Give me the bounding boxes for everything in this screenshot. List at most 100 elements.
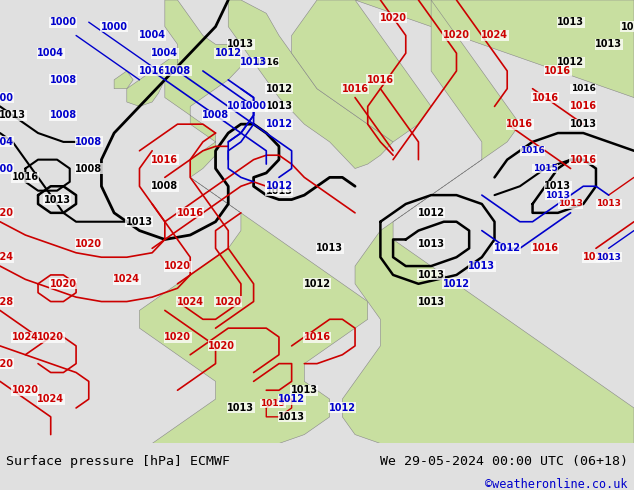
Text: 1012: 1012 <box>443 279 470 289</box>
Text: 1004: 1004 <box>139 30 165 41</box>
Text: 1012: 1012 <box>266 181 292 191</box>
Text: 1020: 1020 <box>12 385 39 395</box>
Text: 1028: 1028 <box>0 296 13 307</box>
Text: 1012: 1012 <box>266 84 292 94</box>
Text: 1020: 1020 <box>164 332 191 342</box>
Text: 1020: 1020 <box>583 252 609 262</box>
Text: 1013: 1013 <box>418 296 444 307</box>
Text: 1020: 1020 <box>37 332 64 342</box>
Text: 1012: 1012 <box>329 403 356 413</box>
Text: 1016: 1016 <box>545 66 571 76</box>
Text: 1015: 1015 <box>533 164 558 173</box>
Text: 1012: 1012 <box>557 57 584 67</box>
Text: 1000: 1000 <box>0 93 13 102</box>
Text: 1013: 1013 <box>621 22 634 32</box>
Text: 1020: 1020 <box>75 239 102 249</box>
Polygon shape <box>228 0 393 169</box>
Text: 1000: 1000 <box>101 22 127 32</box>
Text: 1012: 1012 <box>278 394 305 404</box>
Polygon shape <box>355 0 634 98</box>
Text: 1013: 1013 <box>595 39 622 49</box>
Text: 1016: 1016 <box>520 147 545 155</box>
Text: 1013: 1013 <box>266 186 292 196</box>
Text: 1012: 1012 <box>304 279 330 289</box>
Text: 1004: 1004 <box>152 48 178 58</box>
Text: 1004: 1004 <box>37 48 64 58</box>
Text: 1013: 1013 <box>228 403 254 413</box>
Text: 1008: 1008 <box>75 137 102 147</box>
Polygon shape <box>139 0 368 443</box>
Text: 1020: 1020 <box>380 13 406 23</box>
Text: 1020: 1020 <box>443 30 470 41</box>
Text: 1024: 1024 <box>177 296 204 307</box>
Text: 1016: 1016 <box>570 101 597 111</box>
Text: 1013: 1013 <box>469 261 495 271</box>
Text: 1012: 1012 <box>494 244 521 253</box>
Text: 1013: 1013 <box>418 239 444 249</box>
Polygon shape <box>127 53 178 106</box>
Text: 1000: 1000 <box>50 17 77 27</box>
Text: 1016: 1016 <box>532 93 559 102</box>
Text: 1013: 1013 <box>596 199 621 208</box>
Text: 1024: 1024 <box>113 274 140 284</box>
Text: 1013: 1013 <box>44 195 70 204</box>
Text: 1013: 1013 <box>228 39 254 49</box>
Text: 1000: 1000 <box>0 164 13 173</box>
Text: 1024: 1024 <box>0 252 13 262</box>
Text: 1016: 1016 <box>367 75 394 85</box>
Text: 1016: 1016 <box>152 155 178 165</box>
Text: 1016: 1016 <box>571 84 596 93</box>
Text: 1012: 1012 <box>418 208 444 218</box>
Text: 1013: 1013 <box>126 217 153 227</box>
Text: 1008: 1008 <box>50 75 77 85</box>
Text: 1004: 1004 <box>228 101 254 111</box>
Text: 1016: 1016 <box>570 155 597 165</box>
Text: 1008: 1008 <box>75 164 102 173</box>
Text: 1016: 1016 <box>304 332 330 342</box>
Text: 1020: 1020 <box>0 359 13 368</box>
Text: 1013: 1013 <box>266 101 292 111</box>
Text: 1013: 1013 <box>545 191 571 199</box>
Text: 1008: 1008 <box>164 66 191 76</box>
Text: 1024: 1024 <box>37 394 64 404</box>
Text: 1020: 1020 <box>50 279 77 289</box>
Text: 1008: 1008 <box>50 110 77 121</box>
Text: 1013: 1013 <box>278 412 305 422</box>
Text: 1004: 1004 <box>0 137 13 147</box>
Text: 1013: 1013 <box>418 270 444 280</box>
Text: ©weatheronline.co.uk: ©weatheronline.co.uk <box>485 478 628 490</box>
Text: 1013: 1013 <box>0 110 26 121</box>
Text: 1016: 1016 <box>342 84 368 94</box>
Text: 1016: 1016 <box>12 172 39 182</box>
Text: 1013: 1013 <box>557 17 584 27</box>
Text: 1012: 1012 <box>215 48 242 58</box>
Text: 1016: 1016 <box>254 58 279 67</box>
Text: Surface pressure [hPa] ECMWF: Surface pressure [hPa] ECMWF <box>6 455 230 467</box>
Text: We 29-05-2024 00:00 UTC (06+18): We 29-05-2024 00:00 UTC (06+18) <box>380 455 628 467</box>
Text: 1016: 1016 <box>507 119 533 129</box>
Text: 1013: 1013 <box>240 57 267 67</box>
Text: 1020: 1020 <box>215 296 242 307</box>
Text: 1013: 1013 <box>291 385 318 395</box>
Text: 1020: 1020 <box>209 341 235 351</box>
Text: 1013: 1013 <box>260 399 285 408</box>
Text: 1012: 1012 <box>266 119 292 129</box>
Text: 1013: 1013 <box>570 119 597 129</box>
Text: 1020: 1020 <box>164 261 191 271</box>
Text: 1013: 1013 <box>316 244 343 253</box>
Polygon shape <box>292 0 431 142</box>
Text: 1000: 1000 <box>240 101 267 111</box>
Polygon shape <box>342 0 634 443</box>
Text: 1013: 1013 <box>545 181 571 191</box>
Text: 1016: 1016 <box>532 244 559 253</box>
Text: 1024: 1024 <box>12 332 39 342</box>
Text: 1008: 1008 <box>152 181 178 191</box>
Polygon shape <box>114 71 133 89</box>
Text: 1024: 1024 <box>481 30 508 41</box>
Text: 1020: 1020 <box>0 208 13 218</box>
Text: 1016: 1016 <box>177 208 204 218</box>
Text: 1016: 1016 <box>139 66 165 76</box>
Text: 1013: 1013 <box>596 253 621 262</box>
Text: 1008: 1008 <box>202 110 229 121</box>
Text: 1013: 1013 <box>558 199 583 208</box>
